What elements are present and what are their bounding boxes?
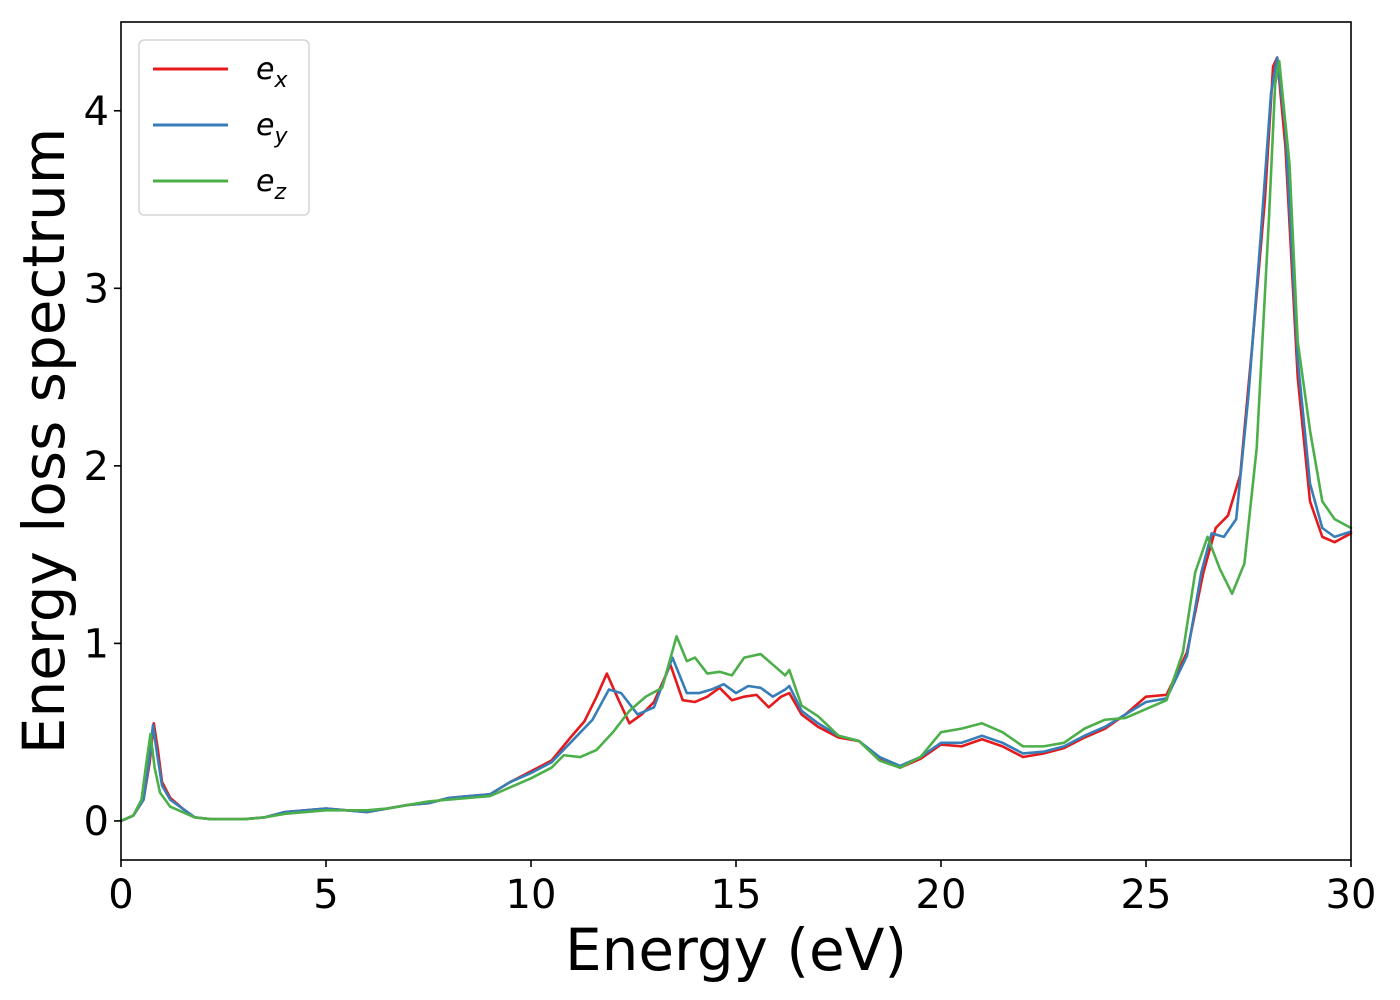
legend-label: ex	[256, 52, 288, 93]
x-tick-label: 20	[916, 872, 967, 918]
legend-frame	[138, 39, 310, 216]
x-tick-label: 10	[506, 872, 557, 918]
y-tick-label: 2	[84, 444, 109, 490]
legend-subscript: z	[273, 180, 286, 205]
legend-entry: ey	[153, 108, 288, 149]
legend-subscript: x	[273, 68, 288, 93]
x-tick-label: 30	[1326, 872, 1377, 918]
y-tick-label: 3	[84, 266, 109, 312]
x-tick-label: 0	[108, 872, 133, 918]
legend-entry: ex	[153, 52, 288, 93]
x-axis: 0 5 10 15 20 25 30	[108, 860, 1376, 918]
x-tick-label: 15	[711, 872, 762, 918]
y-tick-label: 4	[84, 89, 109, 135]
series-line-e-z	[119, 59, 1353, 823]
y-tick-label: 1	[84, 621, 109, 667]
y-axis-label: Energy loss spectrum	[10, 128, 78, 754]
y-axis: 0 1 2 3 4	[84, 89, 121, 845]
y-tick-label: 0	[84, 799, 109, 845]
x-axis-label: Energy (eV)	[565, 916, 907, 984]
x-tick-label: 5	[313, 872, 338, 918]
series-line-e-y	[119, 56, 1353, 823]
legend-label: ey	[256, 108, 288, 149]
series-layer	[119, 56, 1353, 823]
x-tick-label: 25	[1121, 872, 1172, 918]
legend-subscript: y	[273, 124, 288, 149]
